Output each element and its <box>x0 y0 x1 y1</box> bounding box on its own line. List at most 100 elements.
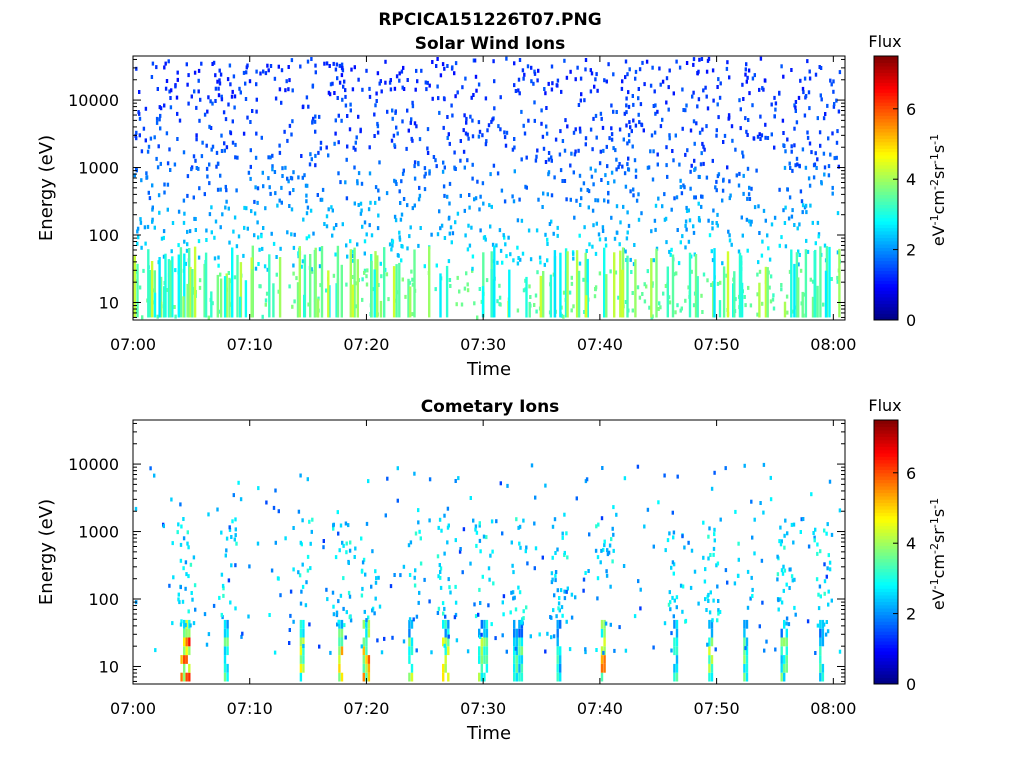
heatmap-cell <box>499 127 502 132</box>
heatmap-cell <box>234 155 237 160</box>
heatmap-cell <box>369 200 372 205</box>
heatmap-cell <box>793 223 796 227</box>
heatmap-cell <box>746 75 749 80</box>
heatmap-cell <box>780 539 783 544</box>
heatmap-cell <box>737 183 741 188</box>
heatmap-cell <box>278 87 282 92</box>
heatmap-cell <box>668 133 671 138</box>
heatmap-cell <box>214 86 218 91</box>
heatmap-cell <box>541 205 544 209</box>
heatmap-cell <box>217 263 220 268</box>
heatmap-cell <box>513 672 516 682</box>
heatmap-cell <box>414 87 417 92</box>
heatmap-cell <box>268 185 271 190</box>
heatmap-cell <box>584 142 587 147</box>
heatmap-cell <box>637 579 640 584</box>
heatmap-cell <box>734 147 737 152</box>
heatmap-cell <box>535 228 539 233</box>
heatmap-cell <box>518 91 521 96</box>
colorbar-segment <box>874 161 898 166</box>
heatmap-cell <box>265 500 268 505</box>
heatmap-cell <box>584 67 587 72</box>
heatmap-cell <box>759 501 762 505</box>
colorbar-segment <box>874 476 898 480</box>
heatmap-cell <box>630 270 633 274</box>
heatmap-cell <box>462 128 465 133</box>
heatmap-cell <box>264 206 267 211</box>
heatmap-cell <box>340 646 344 656</box>
heatmap-cell <box>685 61 689 65</box>
heatmap-cell <box>380 650 384 655</box>
heatmap-cell <box>556 646 559 656</box>
heatmap-cell <box>689 169 692 174</box>
heatmap-cell <box>296 282 300 318</box>
heatmap-cell <box>409 540 413 545</box>
heatmap-cell <box>803 76 807 81</box>
heatmap-cell <box>363 609 366 614</box>
heatmap-cell <box>692 224 695 229</box>
heatmap-cell <box>299 637 303 647</box>
heatmap-cell <box>669 607 672 612</box>
heatmap-cell <box>822 116 826 121</box>
heatmap-cell <box>572 256 575 261</box>
heatmap-cell <box>671 254 675 318</box>
heatmap-cell <box>714 185 717 190</box>
heatmap-cell <box>770 222 774 227</box>
heatmap-cell <box>717 608 720 613</box>
heatmap-cell <box>739 107 742 112</box>
heatmap-cell <box>554 573 557 578</box>
heatmap-cell <box>457 476 460 481</box>
heatmap-cell <box>794 105 797 110</box>
heatmap-cell <box>379 79 382 84</box>
heatmap-cell <box>341 540 344 545</box>
heatmap-cell <box>485 619 489 629</box>
heatmap-cell <box>675 672 679 682</box>
heatmap-cell <box>490 119 493 124</box>
heatmap-cell <box>232 74 236 79</box>
heatmap-cell <box>799 78 802 83</box>
heatmap-cell <box>742 97 745 101</box>
heatmap-cell <box>783 568 787 573</box>
heatmap-cell <box>434 287 437 292</box>
heatmap-cell <box>465 116 468 121</box>
heatmap-cell <box>168 89 171 94</box>
heatmap-cell <box>498 228 502 233</box>
heatmap-cell <box>679 240 682 245</box>
colorbar-segment <box>874 433 898 437</box>
heatmap-cell <box>681 126 684 131</box>
heatmap-cell <box>331 208 334 213</box>
heatmap-cell <box>207 632 211 637</box>
heatmap-cell <box>773 95 776 100</box>
heatmap-cell <box>654 103 657 108</box>
heatmap-cell <box>550 571 554 576</box>
heatmap-cell <box>155 65 158 70</box>
heatmap-cell <box>625 236 629 241</box>
heatmap-cell <box>416 79 419 84</box>
heatmap-cell <box>555 614 558 619</box>
heatmap-cell <box>836 275 839 280</box>
heatmap-cell <box>592 182 595 187</box>
heatmap-cell <box>345 550 348 555</box>
heatmap-cell <box>657 500 660 505</box>
heatmap-cell <box>574 149 577 154</box>
heatmap-cell <box>185 672 188 682</box>
colorbar-segment <box>874 247 898 252</box>
heatmap-cell <box>770 102 773 107</box>
heatmap-cell <box>557 601 561 606</box>
heatmap-cell <box>701 127 704 132</box>
heatmap-cell <box>203 192 206 197</box>
heatmap-cell <box>791 168 794 173</box>
heatmap-cell <box>550 64 554 69</box>
heatmap-cell <box>730 124 734 129</box>
heatmap-cell <box>779 597 782 602</box>
heatmap-cell <box>417 197 421 202</box>
heatmap-cell <box>373 611 376 616</box>
heatmap-cell <box>288 191 292 196</box>
heatmap-cell <box>636 285 640 290</box>
heatmap-cell <box>179 502 182 507</box>
heatmap-cell <box>702 555 705 560</box>
solar-wind-ylabel: Energy (eV) <box>36 135 57 241</box>
heatmap-cell <box>574 77 577 82</box>
heatmap-cell <box>805 238 808 243</box>
